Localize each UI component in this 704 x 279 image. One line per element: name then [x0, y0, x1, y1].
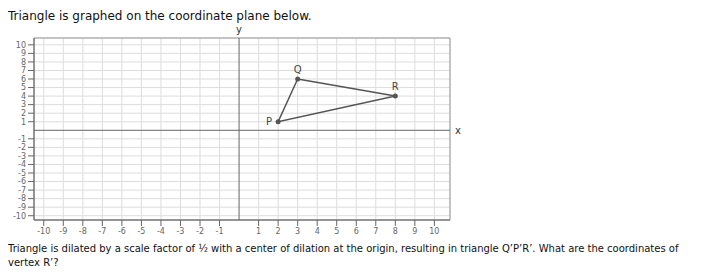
html-text:Triangle is graphed on the coo: Triangle is graphed on the coordinate pl… [8, 9, 312, 23]
svg-text:-1: -1 [18, 135, 26, 144]
svg-text:2: 2 [276, 227, 281, 236]
svg-text:-7: -7 [18, 186, 26, 195]
svg-text:5: 5 [334, 227, 339, 236]
svg-text:5: 5 [21, 83, 26, 92]
svg-text:4: 4 [21, 92, 26, 101]
svg-text:4: 4 [315, 227, 320, 236]
svg-text:x: x [455, 125, 461, 136]
svg-text:P: P [266, 116, 272, 127]
svg-text:2: 2 [21, 109, 26, 118]
svg-text:y: y [236, 24, 242, 35]
svg-text:8: 8 [393, 227, 398, 236]
svg-text:9: 9 [21, 49, 26, 58]
svg-text:-4: -4 [18, 160, 26, 169]
svg-text:3: 3 [295, 227, 300, 236]
svg-text:6: 6 [354, 227, 359, 236]
svg-text:-6: -6 [18, 177, 26, 186]
svg-text:-2: -2 [196, 227, 204, 236]
svg-text:1: 1 [256, 227, 261, 236]
svg-text:-4: -4 [157, 227, 165, 236]
svg-text:-3: -3 [18, 152, 26, 161]
svg-text:1: 1 [21, 118, 26, 127]
svg-text:-8: -8 [79, 227, 87, 236]
svg-text:6: 6 [21, 75, 26, 84]
html-text:Triangle is dilated by a scale: Triangle is dilated by a scale factor of… [8, 243, 679, 268]
svg-text:-3: -3 [176, 227, 184, 236]
svg-text:-9: -9 [18, 203, 26, 212]
svg-text:-10: -10 [37, 227, 50, 236]
svg-text:-5: -5 [137, 227, 145, 236]
svg-text:10: 10 [16, 41, 26, 50]
svg-text:-9: -9 [59, 227, 67, 236]
svg-text:7: 7 [373, 227, 378, 236]
svg-text:-7: -7 [98, 227, 106, 236]
svg-text:-1: -1 [216, 227, 224, 236]
svg-text:8: 8 [21, 58, 26, 67]
svg-text:-6: -6 [118, 227, 126, 236]
svg-text:7: 7 [21, 66, 26, 75]
svg-text:Q: Q [294, 64, 302, 75]
svg-text:-2: -2 [18, 143, 26, 152]
svg-text:R: R [392, 81, 399, 92]
svg-text:-8: -8 [18, 194, 26, 203]
svg-text:-5: -5 [18, 169, 26, 178]
svg-text:-10: -10 [13, 212, 26, 221]
svg-text:3: 3 [21, 100, 26, 109]
svg-text:10: 10 [429, 227, 439, 236]
svg-text:9: 9 [412, 227, 417, 236]
